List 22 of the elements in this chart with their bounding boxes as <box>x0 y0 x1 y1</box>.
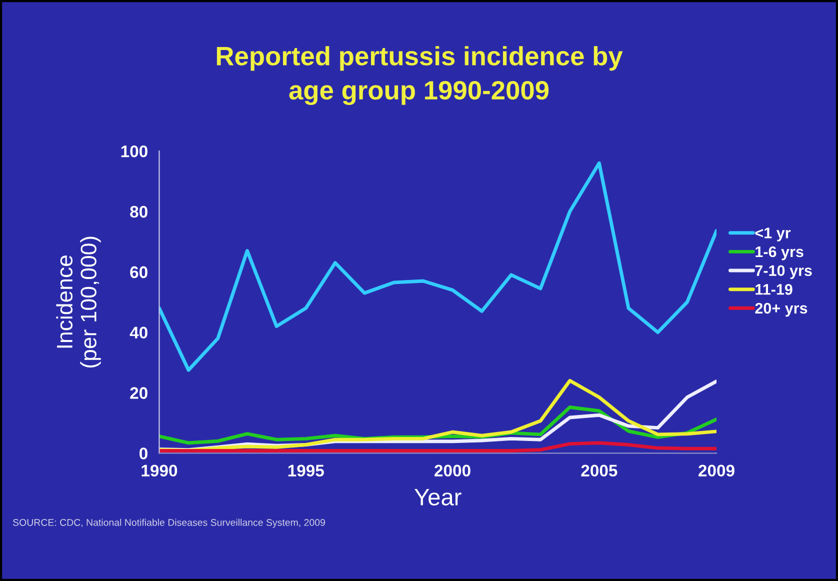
x-tick-label: 2009 <box>698 464 734 477</box>
x-tick-label: 2005 <box>581 464 618 477</box>
x-axis-title: Year <box>414 489 462 506</box>
y-tick-label: 80 <box>130 206 148 218</box>
y-tick-label: 100 <box>121 145 148 158</box>
y-tick-label: 60 <box>130 266 148 278</box>
line-series <box>159 441 716 452</box>
line-series <box>159 161 716 372</box>
y-tick-label: 0 <box>140 448 148 460</box>
x-tick-label: 1990 <box>142 464 178 477</box>
chart-title: Reported pertussis incidence by age group 1990-2009 <box>216 46 623 105</box>
x-tick-label: 1995 <box>288 464 324 477</box>
legend-label: 1-6 yrs <box>756 246 804 260</box>
legend-label: 20+ yrs <box>755 302 808 317</box>
legend-label: <1 yr <box>755 228 791 242</box>
legend-label: 7-10 yrs <box>755 265 812 280</box>
x-tick-label: 2000 <box>434 464 470 477</box>
y-tick-label: 20 <box>130 387 148 399</box>
y-tick-label: 40 <box>130 326 148 339</box>
y-axis-title: Incidence (per 100,000) <box>56 236 101 368</box>
source-note: SOURCE: CDC, National Notifiable Diseases Surveillance System, 2009 <box>13 518 325 528</box>
legend-label: 11-19 <box>756 284 792 295</box>
